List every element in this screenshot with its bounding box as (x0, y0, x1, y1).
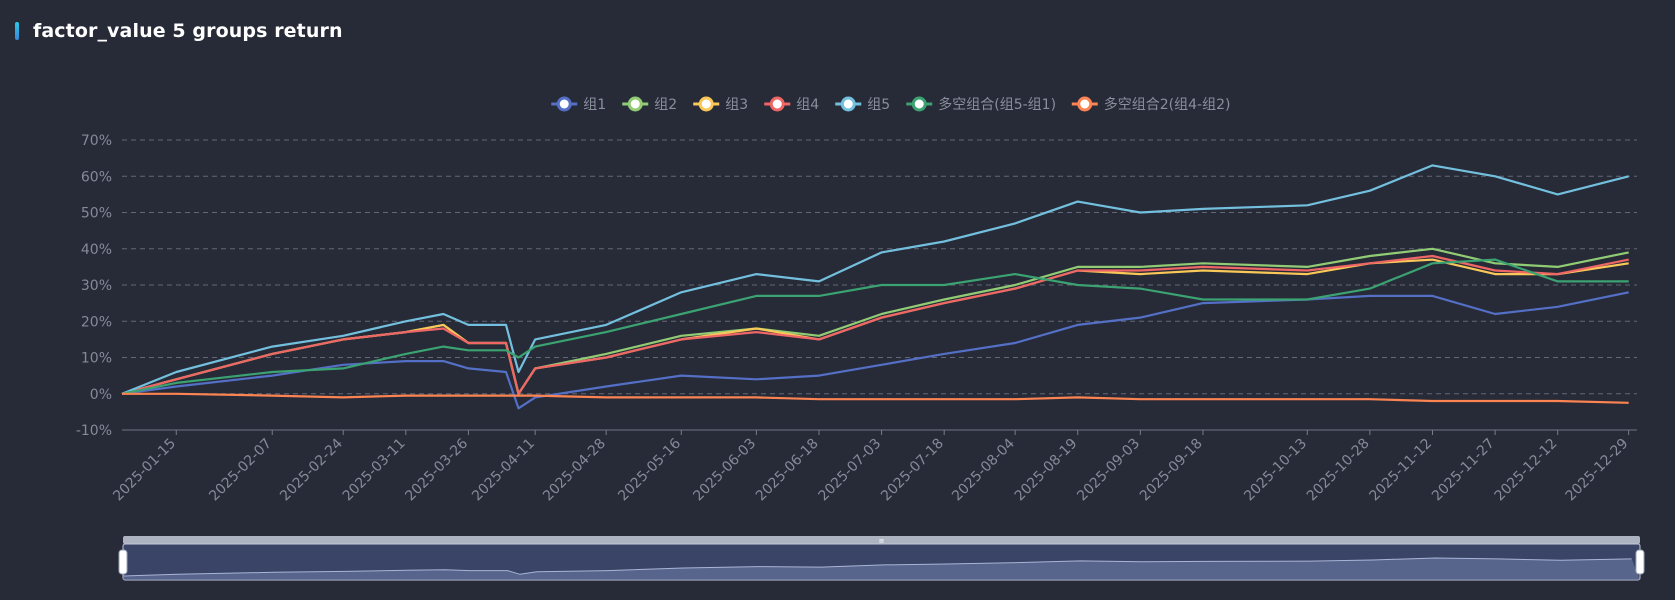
data-zoom-right-handle[interactable] (1635, 549, 1645, 575)
y-tick-label: 30% (81, 278, 112, 294)
legend-label: 组2 (654, 97, 677, 113)
x-tick-label: 2025-11-27 (1429, 436, 1498, 505)
drag-grip-icon: ≡ (879, 537, 885, 545)
x-tick-label: 2025-10-28 (1304, 436, 1373, 505)
series-line (121, 258, 1629, 395)
x-tick-label: 2025-09-18 (1137, 436, 1206, 505)
x-tick-label: 2025-08-19 (1012, 436, 1081, 505)
data-zoom-shadow-area (123, 558, 1640, 580)
legend-circle-icon (556, 96, 572, 112)
x-tick-label: 2025-12-29 (1563, 436, 1632, 505)
legend-label: 多空组合(组5-组1) (938, 96, 1056, 113)
x-tick-label: 2025-01-15 (110, 436, 179, 505)
x-tick-label: 2025-10-13 (1241, 436, 1310, 505)
legend-label: 组4 (796, 97, 819, 113)
x-tick-label: 2025-03-11 (340, 436, 409, 505)
legend: 组1 组2 组3 组4 组5 多空组合(组5-组1) 多空组合2(组4-组2) (551, 96, 1230, 113)
y-tick-label: 60% (81, 169, 112, 185)
x-tick-label: 2025-07-18 (878, 436, 947, 505)
title-accent-bar (15, 22, 19, 40)
legend-item[interactable]: 组5 (835, 96, 890, 113)
data-zoom-shadow-line (122, 557, 1632, 577)
y-tick-label: -10% (76, 423, 112, 439)
legend-label: 组1 (583, 97, 606, 113)
series-line (121, 254, 1629, 395)
series-lines (121, 164, 1629, 410)
legend-label: 多空组合2(组4-组2) (1104, 96, 1231, 113)
x-tick-label: 2025-02-24 (277, 435, 346, 504)
series-line (121, 164, 1629, 395)
x-tick-label: 2025-05-16 (615, 435, 684, 504)
legend-circle-icon (840, 96, 856, 112)
x-tick-label: 2025-07-03 (816, 436, 885, 505)
x-tick-label: 2025-04-28 (540, 436, 609, 505)
legend-circle-icon (627, 96, 643, 112)
y-tick-label: 70% (81, 133, 112, 149)
y-tick-label: 50% (81, 206, 112, 222)
legend-label: 组5 (867, 97, 890, 113)
data-zoom-left-handle[interactable] (118, 549, 128, 575)
y-tick-label: 0% (90, 387, 112, 403)
x-tick-label: 2025-08-04 (949, 435, 1018, 504)
x-tick-label: 2025-06-03 (690, 436, 759, 505)
series-line (121, 258, 1629, 395)
legend-item[interactable]: 组1 (551, 96, 606, 113)
legend-label: 组3 (725, 97, 748, 113)
legend-circle-icon (1077, 96, 1093, 112)
data-zoom-drag-bar[interactable] (123, 536, 1640, 544)
y-tick-label: 10% (81, 351, 112, 367)
legend-item[interactable]: 组4 (764, 96, 819, 113)
series-line (122, 392, 1629, 404)
x-tick-label: 2025-02-07 (206, 436, 275, 505)
legend-item[interactable]: 多空组合2(组4-组2) (1071, 96, 1231, 113)
series-line (121, 291, 1629, 410)
legend-item[interactable]: 组2 (622, 96, 677, 113)
y-tick-label: 20% (81, 314, 112, 330)
x-tick-label: 2025-04-11 (469, 436, 538, 505)
x-tick-label: 2025-06-18 (753, 436, 822, 505)
legend-circle-icon (769, 96, 785, 112)
x-tick-label: 2025-03-26 (402, 435, 471, 504)
legend-item[interactable]: 多空组合(组5-组1) (906, 96, 1056, 113)
legend-circle-icon (698, 96, 714, 112)
data-zoom-slider: ≡ (118, 536, 1645, 581)
x-tick-label: 2025-12-12 (1492, 436, 1561, 505)
y-tick-label: 40% (81, 242, 112, 258)
legend-circle-icon (911, 96, 927, 112)
x-tick-label: 2025-11-12 (1366, 436, 1435, 505)
chart-title: factor_value 5 groups return (33, 20, 343, 42)
x-tick-label: 2025-09-03 (1074, 436, 1143, 505)
legend-item[interactable]: 组3 (693, 96, 748, 113)
